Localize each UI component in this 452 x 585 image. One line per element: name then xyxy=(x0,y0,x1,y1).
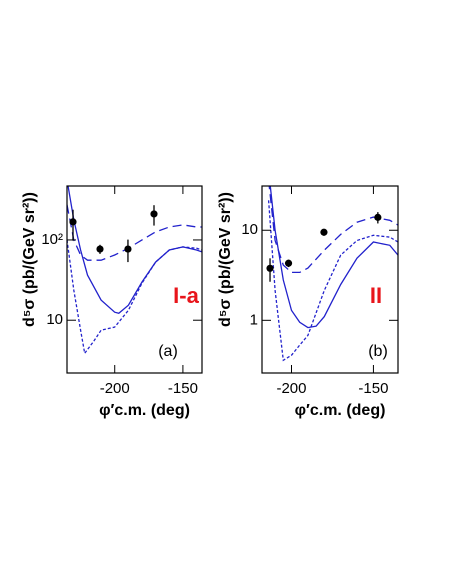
data-point xyxy=(374,213,382,221)
y-tick-label: 1 xyxy=(250,311,258,328)
plot-frame xyxy=(261,185,399,374)
data-point xyxy=(320,228,328,236)
y-axis-label: d⁵σ (pb/(GeV sr²)) xyxy=(21,192,38,327)
data-point xyxy=(124,245,132,253)
y-tick-label: 10 xyxy=(46,311,63,328)
plot-frame xyxy=(66,185,203,374)
x-tick-label: -150 xyxy=(168,380,198,397)
x-axis-label: φ′c.m. (deg) xyxy=(295,402,386,419)
curve xyxy=(67,239,202,355)
curve xyxy=(67,186,202,315)
plot-area xyxy=(67,186,202,355)
x-tick-label: -200 xyxy=(276,380,306,397)
data-point xyxy=(150,210,158,218)
data-point xyxy=(266,264,274,272)
x-tick-label: -200 xyxy=(100,380,130,397)
data-point xyxy=(284,259,293,267)
panel-letter: (b) xyxy=(368,343,388,360)
plot-area xyxy=(266,186,398,362)
curve xyxy=(267,200,398,362)
panel-tag: I-a xyxy=(173,283,199,308)
panel-letter: (a) xyxy=(158,343,178,360)
y-tick-label: 10² xyxy=(41,231,63,248)
data-point xyxy=(96,245,104,253)
curve xyxy=(268,186,398,274)
curve xyxy=(67,204,202,261)
y-tick-label: 10 xyxy=(241,221,258,238)
y-axis-label: d⁵σ (pb/(GeV sr²)) xyxy=(217,192,234,327)
x-axis-label: φ′c.m. (deg) xyxy=(99,402,190,419)
curve xyxy=(269,186,398,329)
panel-tag: II xyxy=(370,283,382,308)
x-tick-label: -150 xyxy=(358,380,388,397)
data-point xyxy=(69,218,77,226)
